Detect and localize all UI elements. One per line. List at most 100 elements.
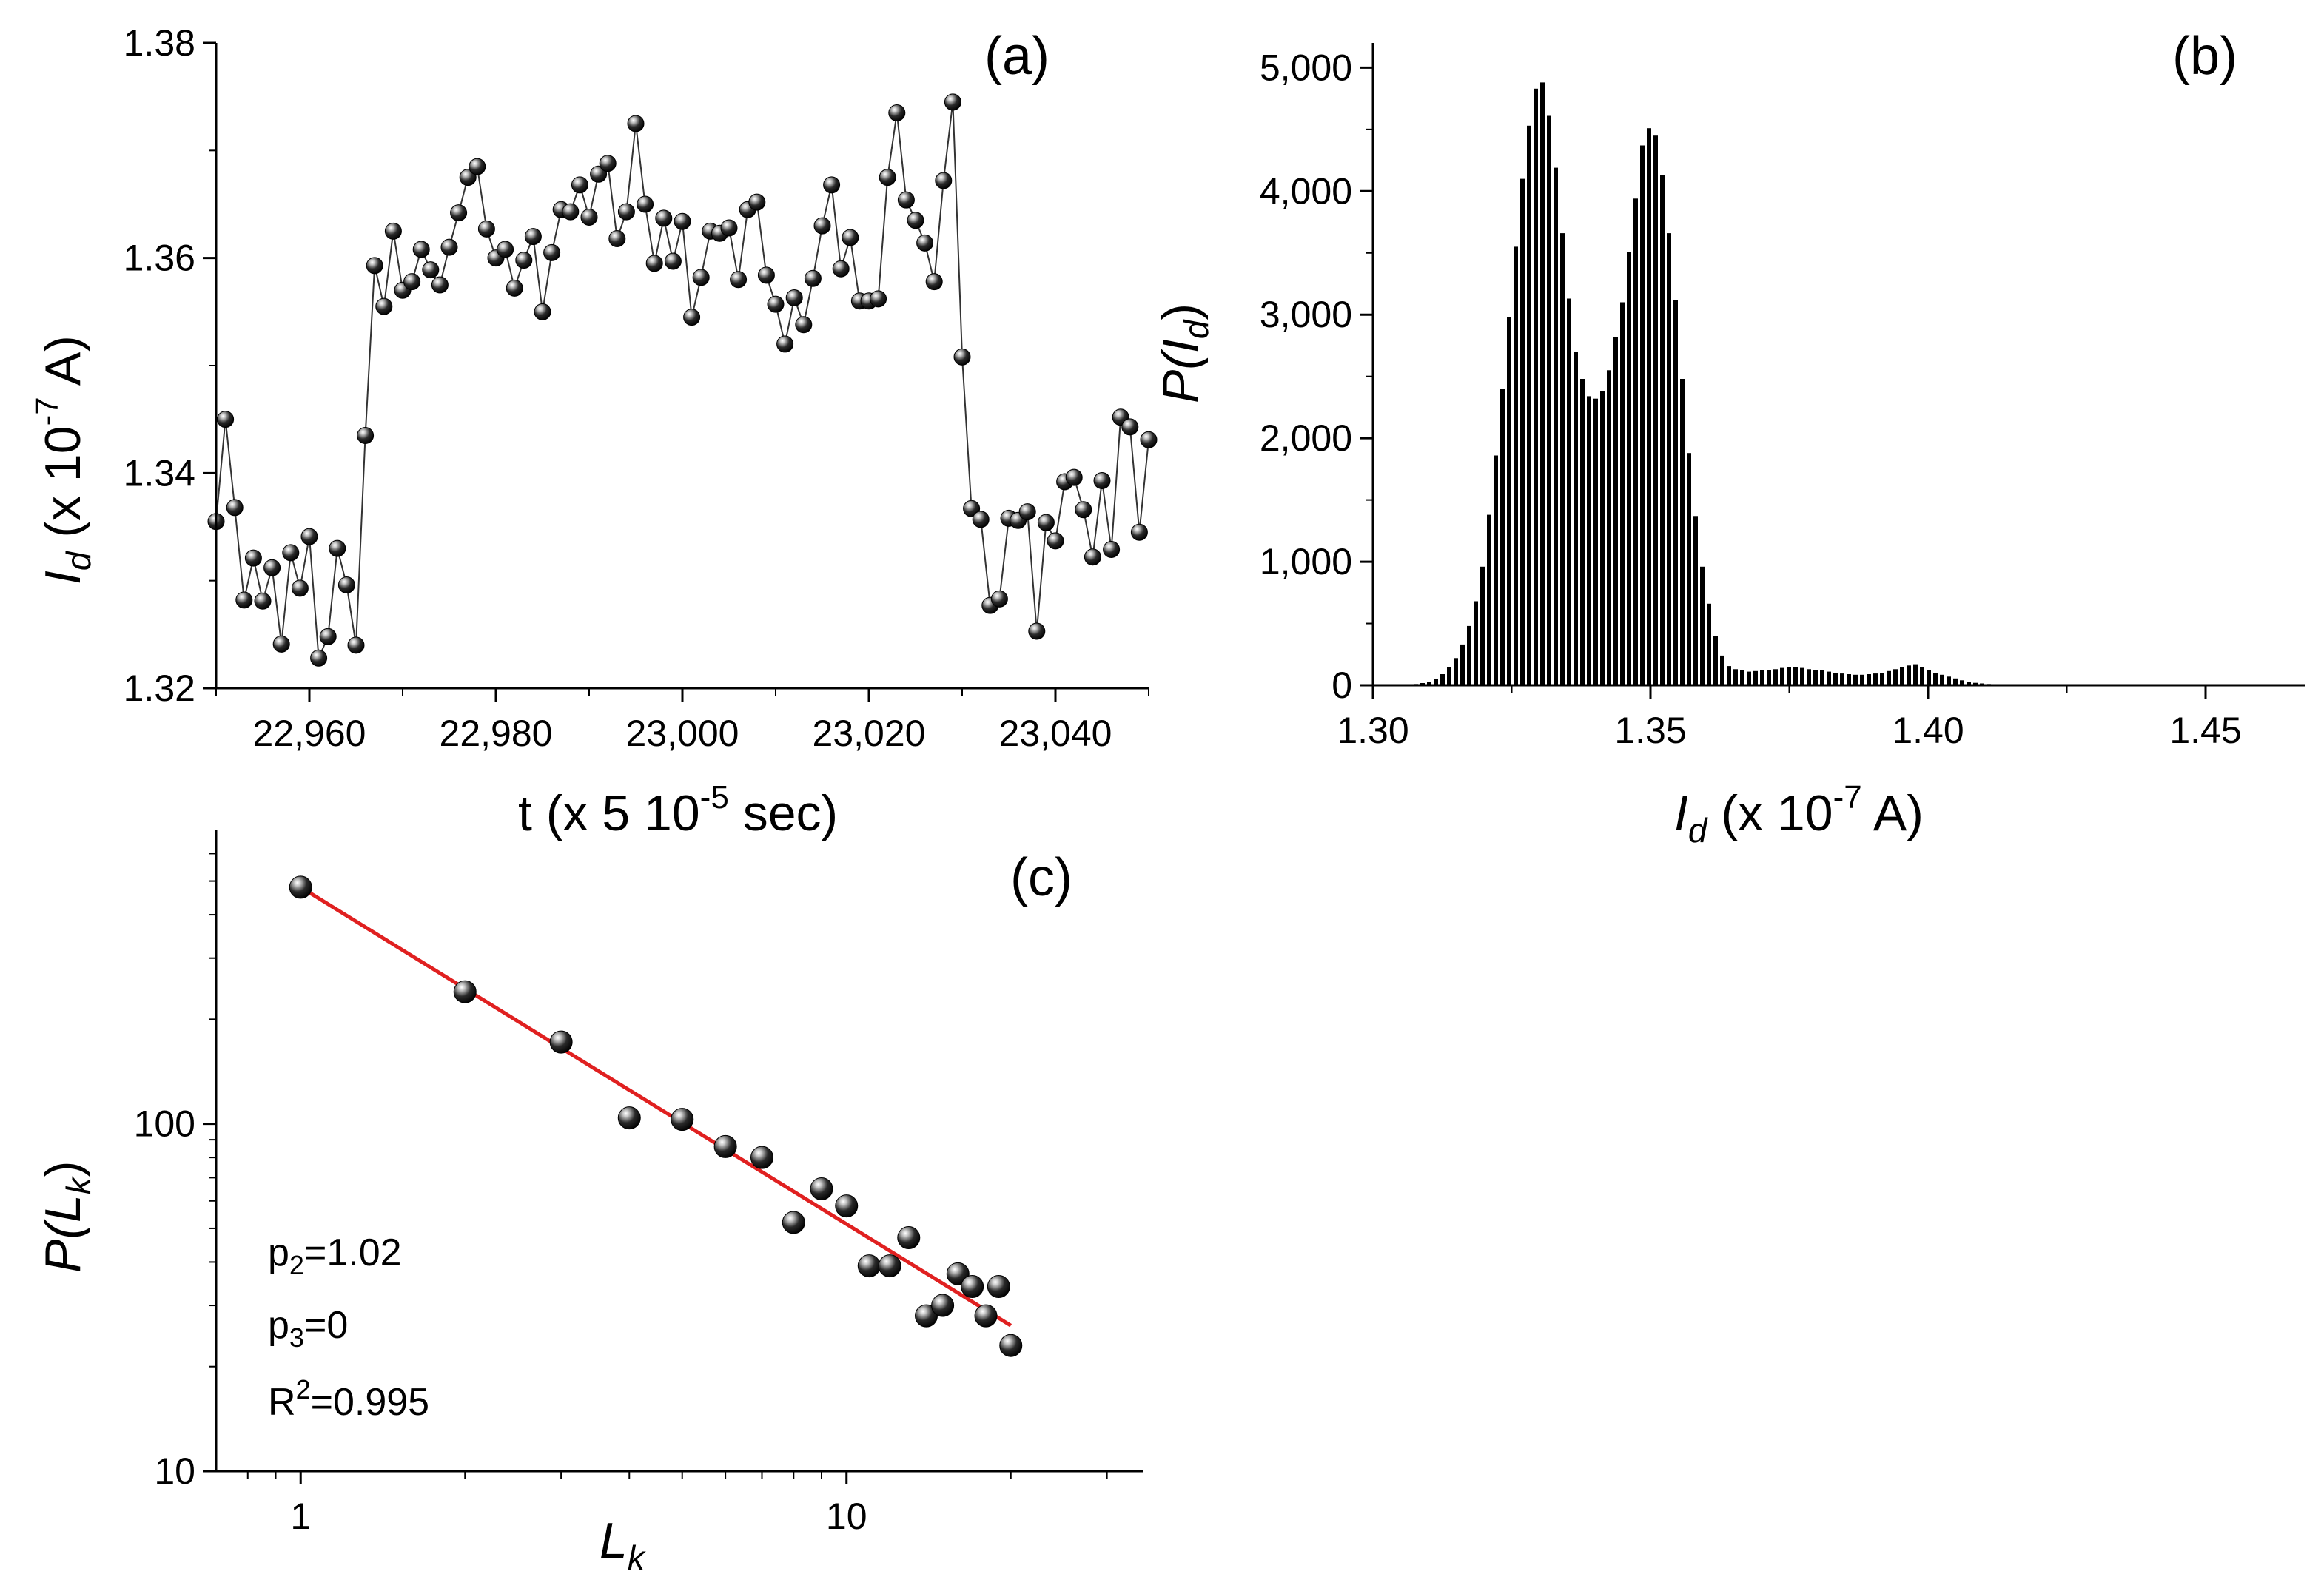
a-data-point xyxy=(720,219,738,237)
a-data-point xyxy=(730,271,748,289)
b-histogram-bar xyxy=(1434,679,1438,685)
a-data-point xyxy=(879,169,896,186)
a-x-axis-title-main: t (x 5 10 xyxy=(518,785,700,841)
a-data-point xyxy=(935,172,953,189)
c-y-axis-title-sub: k xyxy=(59,1176,98,1194)
c-data-point xyxy=(549,1030,573,1054)
b-histogram-bar xyxy=(1593,398,1598,685)
a-panel-label: (a) xyxy=(984,27,1050,86)
b-x-axis-title-mid: (x 10 xyxy=(1707,785,1833,841)
b-histogram-bar xyxy=(1947,676,1951,685)
b-histogram-bar xyxy=(1953,678,1958,685)
c-data-point xyxy=(961,1275,984,1299)
a-data-point xyxy=(832,260,850,278)
c-data-point xyxy=(987,1275,1010,1299)
b-histogram-bar xyxy=(1793,667,1798,685)
c-data-point xyxy=(915,1304,938,1328)
b-histogram-bar xyxy=(1687,453,1691,685)
b-histogram-bar xyxy=(1840,673,1844,685)
b-histogram-bar xyxy=(1554,167,1558,686)
a-x-axis-title-tail: sec) xyxy=(729,785,838,841)
b-y-tick-label: 1,000 xyxy=(1260,541,1352,582)
b-histogram-bar xyxy=(1827,671,1831,685)
c-annotation-r2-sup: 2 xyxy=(296,1374,311,1405)
a-data-point xyxy=(329,539,346,557)
a-data-point xyxy=(645,255,663,272)
a-x-tick-label: 22,960 xyxy=(253,713,366,754)
b-histogram-bar xyxy=(1653,135,1658,685)
a-data-point xyxy=(497,241,514,258)
b-histogram-bar xyxy=(1720,655,1724,685)
b-histogram-bar xyxy=(1580,379,1585,685)
a-data-point xyxy=(785,289,803,306)
b-histogram-bar xyxy=(1713,636,1718,685)
c-y-tick-label: 10 xyxy=(154,1450,195,1492)
a-data-point xyxy=(263,559,281,576)
a-data-point xyxy=(1075,501,1092,519)
a-data-point xyxy=(543,243,561,261)
c-y-axis-title-pre: P(L xyxy=(35,1194,91,1273)
a-data-point xyxy=(1121,418,1139,436)
c-axes: 1 10 10 100 xyxy=(134,830,1143,1537)
b-histogram-bar xyxy=(1933,673,1938,685)
b-histogram-bar xyxy=(1973,682,1978,685)
a-data-point xyxy=(571,176,588,194)
b-x-axis-title-var: I xyxy=(1674,785,1688,841)
a-data-point xyxy=(655,209,673,227)
c-data-point xyxy=(897,1226,921,1250)
a-data-point xyxy=(235,591,253,609)
b-y-tick-label: 5,000 xyxy=(1260,47,1352,88)
a-data-point xyxy=(664,252,682,270)
c-x-tick-label: 10 xyxy=(826,1496,867,1537)
b-histogram-bar xyxy=(1673,300,1678,685)
b-histogram-bar xyxy=(1600,391,1605,685)
c-data-point xyxy=(999,1334,1023,1357)
a-data-point xyxy=(469,158,486,175)
b-histogram-bar xyxy=(1707,603,1711,685)
c-annotation-p2-sub: 2 xyxy=(289,1250,304,1280)
c-data-point xyxy=(810,1177,833,1200)
a-data-point xyxy=(748,193,766,211)
c-y-axis-title: P(Lk) xyxy=(35,1161,98,1273)
c-annotation-p2-base: p xyxy=(268,1231,289,1274)
a-data-point xyxy=(524,228,542,246)
b-histogram-bar xyxy=(1967,682,1971,685)
b-histogram-bar xyxy=(1567,298,1571,685)
a-data-point xyxy=(1084,548,1101,566)
b-histogram-bar xyxy=(1893,669,1898,685)
a-data-point xyxy=(244,549,262,567)
a-data-point xyxy=(412,241,430,258)
b-histogram-bar xyxy=(1813,670,1818,685)
b-histogram-bar xyxy=(1867,674,1871,685)
a-data-point xyxy=(599,155,617,172)
a-data-point xyxy=(627,115,645,132)
c-data-point xyxy=(974,1304,998,1328)
a-x-tick-label: 23,020 xyxy=(813,713,926,754)
c-data-point xyxy=(857,1254,881,1278)
a-data-point xyxy=(1093,472,1111,490)
a-x-tick-label: 23,040 xyxy=(999,713,1112,754)
c-annotation-p2-val: =1.02 xyxy=(304,1231,402,1274)
c-annotation-p2: p2=1.02 xyxy=(268,1231,402,1280)
a-x-tick-label: 23,000 xyxy=(626,713,739,754)
c-y-axis-title-post: ) xyxy=(35,1161,91,1178)
a-x-tick-label: 22,980 xyxy=(440,713,553,754)
b-histogram-bar xyxy=(1540,82,1545,685)
b-histogram-bar xyxy=(1860,674,1864,685)
c-data-point xyxy=(671,1108,694,1131)
a-data-point xyxy=(953,348,971,366)
a-data-point xyxy=(1047,532,1064,550)
a-series-line xyxy=(215,101,1149,659)
b-histogram-bar xyxy=(1767,670,1771,685)
c-data-point xyxy=(782,1211,805,1234)
b-histogram-bar xyxy=(1480,566,1485,685)
b-histogram-bar xyxy=(1660,175,1665,686)
c-x-axis-title-var: L xyxy=(600,1513,628,1569)
c-fit-layer xyxy=(299,885,1012,1328)
b-x-tick-label: 1.40 xyxy=(1892,710,1964,751)
b-histogram-bar xyxy=(1873,673,1878,685)
b-bars-layer xyxy=(1407,82,2018,686)
c-data-point xyxy=(878,1254,901,1278)
